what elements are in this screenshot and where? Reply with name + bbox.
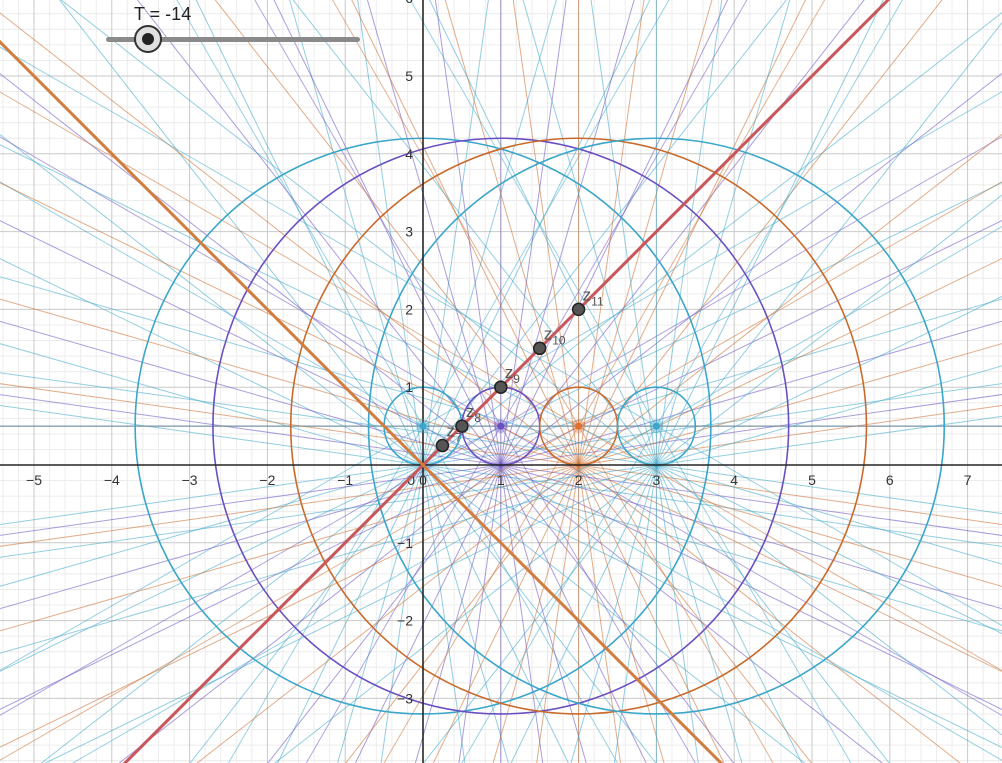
x-tick-label: −2	[259, 472, 275, 488]
x-tick-label: −1	[337, 472, 353, 488]
z-point-subscript: 7	[455, 431, 462, 445]
y-tick-label: 3	[405, 224, 413, 240]
circle	[212, 137, 790, 715]
x-tick-label: 6	[886, 472, 894, 488]
y-tick-label: −1	[397, 535, 413, 551]
x-tick-label: 0	[419, 472, 427, 488]
y-tick-label: 6	[405, 0, 413, 6]
z-point	[571, 302, 586, 317]
center-point	[497, 422, 505, 430]
circle	[367, 137, 946, 715]
x-tick-label: 2	[575, 472, 583, 488]
z-point	[455, 419, 469, 433]
y-tick-label: 2	[405, 301, 413, 317]
x-tick-label: 5	[808, 472, 816, 488]
z-point-subscript: 10	[552, 333, 566, 347]
tick-labels: −5 −4 −3 −2 −1 0 1 2 3 4 5 6 7 0 −3 −2 −1 1 2 3 4 5 6	[26, 0, 972, 706]
slider-track[interactable]	[106, 37, 360, 42]
z-point	[532, 341, 547, 356]
x-tick-label: −5	[26, 472, 42, 488]
y-tick-label: −3	[397, 690, 413, 706]
slider-knob[interactable]	[134, 25, 162, 53]
slider-label: T = -14	[134, 4, 192, 24]
origin-label: 0	[407, 472, 415, 488]
y-tick-label: 4	[405, 146, 413, 162]
y-tick-label: 5	[405, 68, 413, 84]
x-tick-label: 3	[653, 472, 661, 488]
z-point	[494, 380, 508, 394]
z-point	[435, 438, 450, 453]
center-point	[575, 422, 583, 430]
circle-centers	[416, 419, 664, 434]
center-point	[419, 422, 427, 430]
x-tick-label: 7	[964, 472, 972, 488]
slider-knob-dot	[142, 33, 154, 45]
z-point-subscript: 9	[513, 372, 520, 386]
z-point-subscript: 8	[474, 411, 481, 425]
x-tick-label: −3	[182, 472, 198, 488]
y-tick-label: −2	[397, 613, 413, 629]
z-point-subscript: 11	[591, 294, 604, 308]
y-tick-label: 1	[405, 379, 413, 395]
circle	[289, 137, 868, 715]
center-point	[652, 422, 660, 430]
x-tick-label: 1	[497, 472, 505, 488]
x-tick-label: 4	[730, 472, 738, 488]
t-slider[interactable]: T = -14	[100, 0, 370, 60]
x-tick-label: −4	[104, 472, 120, 488]
